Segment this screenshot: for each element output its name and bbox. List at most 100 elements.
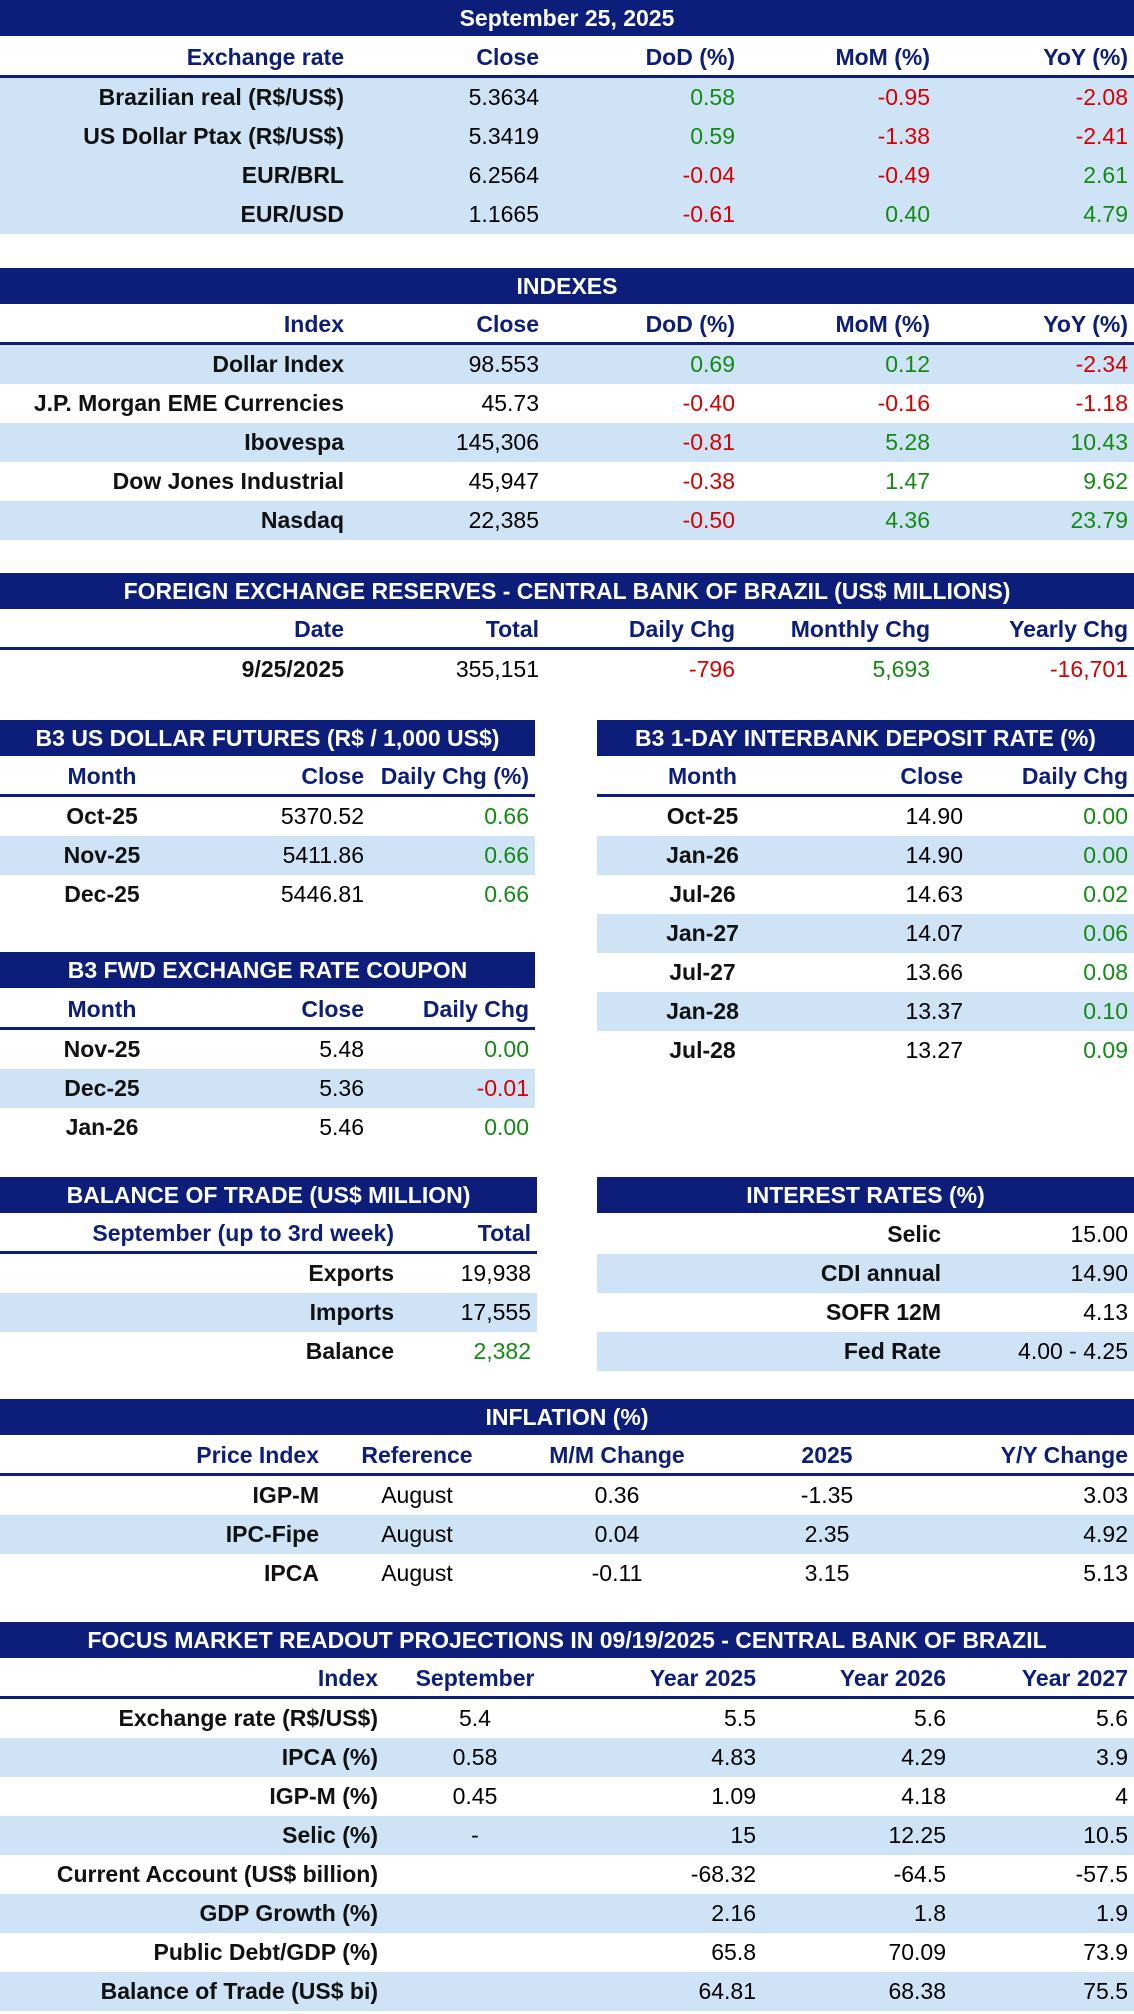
table-cell: 10.5 <box>1083 1822 1128 1848</box>
indexes-title: INDEXES <box>0 268 1134 304</box>
table-cell: -0.11 <box>591 1560 643 1586</box>
column-header: DoD (%) <box>645 310 735 337</box>
table-cell: 4.00 - 4.25 <box>1018 1338 1128 1364</box>
table-cell: -1.18 <box>1075 390 1128 416</box>
column-header: M/M Change <box>549 1441 685 1468</box>
column-header: YoY (%) <box>1043 310 1128 337</box>
column-header: MoM (%) <box>835 310 930 337</box>
table-header-row: Exchange rate Close DoD (%) MoM (%) YoY (%) <box>0 39 1134 78</box>
exchange-title: September 25, 2025 <box>0 0 1134 36</box>
table-header-row: Month Close Daily Chg (%) <box>0 758 535 797</box>
inflation-table: Price Index Reference M/M Change 2025 Y/Y Ch… <box>0 1437 1134 1593</box>
table-cell: 1.09 <box>711 1783 756 1809</box>
table-row: Selic (%) - 15 12.25 10.5 <box>0 1816 1134 1855</box>
table-cell: 5411.86 <box>282 842 364 868</box>
column-header: Daily Chg <box>422 995 529 1022</box>
table-cell: 6.2564 <box>468 162 539 188</box>
table-cell: 13.27 <box>905 1037 963 1063</box>
row-label: Dow Jones Industrial <box>112 468 344 494</box>
table-header-row: Index September Year 2025 Year 2026 Year 202… <box>0 1660 1134 1699</box>
row-label: EUR/BRL <box>241 162 344 188</box>
table-row: Fed Rate 4.00 - 4.25 <box>597 1332 1134 1371</box>
table-row: EUR/USD 1.1665 -0.61 0.40 4.79 <box>0 195 1134 234</box>
column-header: Year 2026 <box>839 1664 946 1691</box>
table-cell: August <box>381 1521 453 1547</box>
table-row: Oct-25 5370.52 0.66 <box>0 797 535 836</box>
row-label: Jan-27 <box>666 920 739 946</box>
table-cell: 4.18 <box>901 1783 946 1809</box>
column-header: Index <box>283 310 344 337</box>
table-row: Jan-26 14.90 0.00 <box>597 836 1134 875</box>
column-header: DoD (%) <box>645 43 735 70</box>
row-label: Nov-25 <box>63 842 141 868</box>
table-cell: 0.66 <box>484 842 529 868</box>
table-row: Jan-26 5.46 0.00 <box>0 1108 535 1147</box>
table-cell: 0.58 <box>452 1744 498 1770</box>
table-cell: 2.61 <box>1083 162 1128 188</box>
table-cell: 65.8 <box>711 1939 756 1965</box>
table-cell: 5.48 <box>319 1036 364 1062</box>
row-label: Current Account (US$ billion) <box>56 1861 378 1887</box>
table-cell: 5.4 <box>459 1705 491 1731</box>
column-header: Monthly Chg <box>790 615 930 642</box>
table-cell: -0.49 <box>877 162 930 188</box>
column-header: Y/Y Change <box>1000 1441 1128 1468</box>
row-label: Oct-25 <box>666 803 739 829</box>
table-row: GDP Growth (%) 2.16 1.8 1.9 <box>0 1894 1134 1933</box>
table-row: Current Account (US$ billion) -68.32 -64.5… <box>0 1855 1134 1894</box>
table-header-row: Price Index Reference M/M Change 2025 Y/Y Ch… <box>0 1437 1134 1476</box>
table-row: Exchange rate (R$/US$) 5.4 5.5 5.6 5.6 <box>0 1699 1134 1738</box>
column-header: Month <box>668 762 737 789</box>
table-row: US Dollar Ptax (R$/US$) 5.3419 0.59 -1.38 -2… <box>0 117 1134 156</box>
table-cell: 12.25 <box>888 1822 946 1848</box>
table-cell: -0.95 <box>877 84 930 110</box>
table-cell: 0.00 <box>484 1036 529 1062</box>
row-label: Public Debt/GDP (%) <box>153 1939 379 1965</box>
table-cell: 14.90 <box>905 842 963 868</box>
table-cell: 5,693 <box>872 656 930 682</box>
column-header: Daily Chg <box>1021 762 1128 789</box>
table-cell: 73.9 <box>1083 1939 1128 1965</box>
table-cell: 5.3419 <box>468 123 539 149</box>
table-cell: 64.81 <box>698 1978 756 2004</box>
table-cell: 0.66 <box>484 803 529 829</box>
column-header: Exchange rate <box>186 43 344 70</box>
table-cell: 0.00 <box>1083 803 1128 829</box>
table-cell: 19,938 <box>460 1260 531 1286</box>
table-cell: 0.58 <box>690 84 735 110</box>
table-cell: -1.38 <box>877 123 930 149</box>
table-cell: 5.6 <box>914 1705 946 1731</box>
row-label: Balance <box>305 1338 394 1364</box>
table-cell: -0.16 <box>877 390 930 416</box>
table-row: Nov-25 5411.86 0.66 <box>0 836 535 875</box>
table-cell: 4.13 <box>1083 1299 1128 1325</box>
table-cell: 0.09 <box>1083 1037 1128 1063</box>
column-header: Yearly Chg <box>1009 615 1128 642</box>
table-cell: 1.9 <box>1096 1900 1128 1926</box>
table-cell: -16,701 <box>1049 656 1128 682</box>
table-cell: 15.00 <box>1070 1221 1128 1247</box>
table-cell: 0.66 <box>484 881 529 907</box>
column-header: Price Index <box>196 1441 319 1468</box>
table-cell: 355,151 <box>455 656 539 682</box>
table-cell: 22,385 <box>468 507 539 533</box>
table-header-row: Index Close DoD (%) MoM (%) YoY (%) <box>0 306 1134 345</box>
table-cell: 68.38 <box>888 1978 946 2004</box>
table-cell: 14.90 <box>1070 1260 1128 1286</box>
column-header: 2025 <box>801 1441 853 1468</box>
table-header-row: September (up to 3rd week) Total <box>0 1215 537 1254</box>
table-row: Jul-28 13.27 0.09 <box>597 1031 1134 1070</box>
row-label: Dec-25 <box>64 1075 140 1101</box>
table-cell: 2,382 <box>473 1338 531 1364</box>
table-cell: -64.5 <box>893 1861 946 1887</box>
table-cell: 98.553 <box>468 351 539 377</box>
table-cell: 9.62 <box>1083 468 1128 494</box>
table-row: CDI annual 14.90 <box>597 1254 1134 1293</box>
table-cell: 4 <box>1115 1783 1128 1809</box>
table-cell: 4.79 <box>1083 201 1128 227</box>
table-cell: 0.00 <box>1083 842 1128 868</box>
table-cell: 45.73 <box>481 390 539 416</box>
row-label: Oct-25 <box>66 803 138 829</box>
table-row: IPC-Fipe August 0.04 2.35 4.92 <box>0 1515 1134 1554</box>
table-cell: -0.81 <box>682 429 735 455</box>
